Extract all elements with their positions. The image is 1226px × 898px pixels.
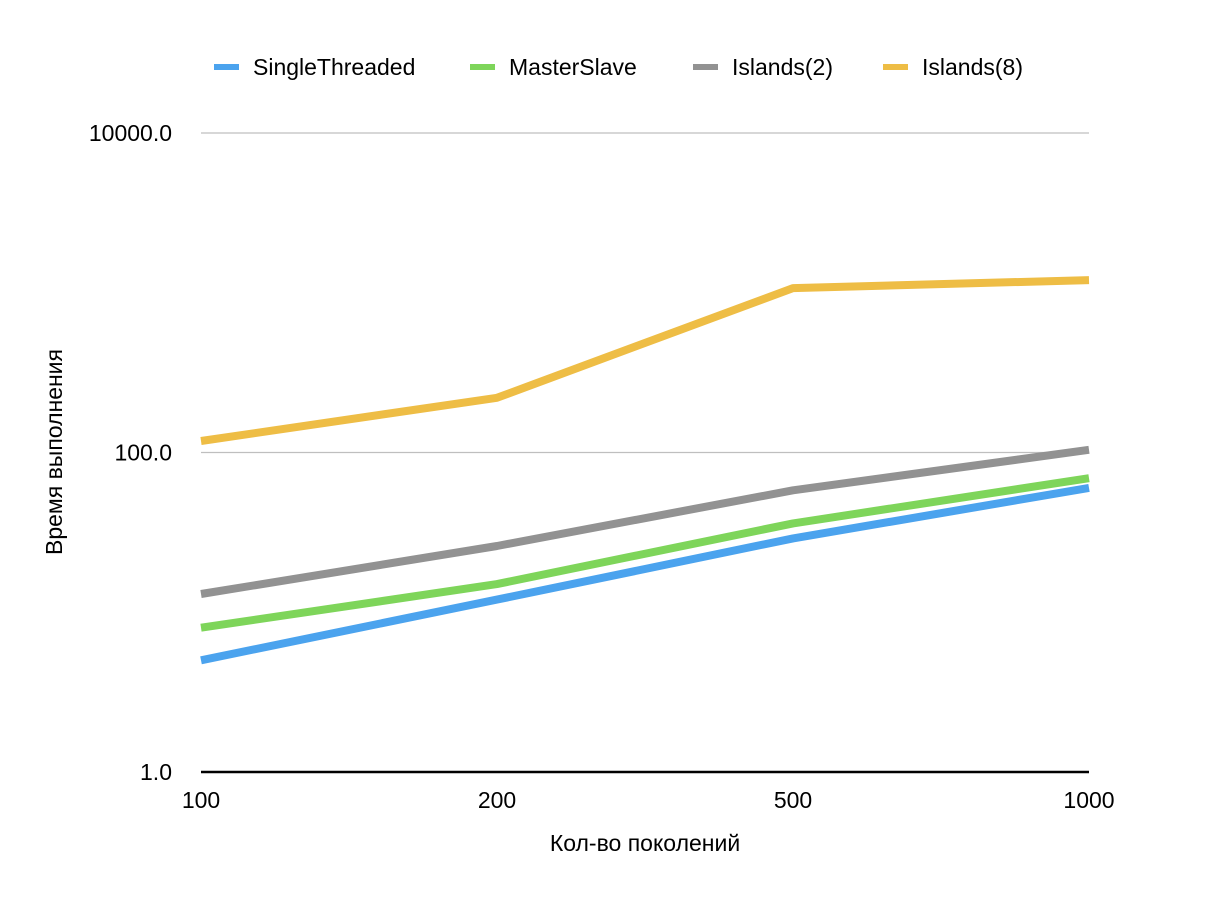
legend-label: Islands(8): [922, 54, 1023, 80]
legend-item-masterslave: MasterSlave: [470, 54, 637, 80]
legend-label: SingleThreaded: [253, 54, 415, 80]
gridlines: [201, 132, 1089, 454]
y-tick-label: 100.0: [114, 440, 172, 466]
x-tick-label: 200: [478, 787, 516, 813]
series-line-singlethreaded: [200, 483, 1090, 665]
legend-item-islands-2: Islands(2): [693, 54, 833, 80]
y-axis-title: Время выполнения: [41, 349, 67, 555]
y-tick-label: 10000.0: [89, 120, 172, 146]
series-line-masterslave: [200, 474, 1090, 632]
series-line-islands-8: [200, 276, 1090, 445]
legend-label: MasterSlave: [509, 54, 637, 80]
series-line-islands-2: [200, 445, 1090, 598]
legend-label: Islands(2): [732, 54, 833, 80]
y-axis-ticks: 1.0 100.0 10000.0: [89, 120, 172, 785]
x-axis-title: Кол-во поколений: [550, 830, 740, 856]
legend-item-islands-8: Islands(8): [883, 54, 1023, 80]
series-layer: [200, 276, 1090, 665]
y-tick-label: 1.0: [140, 759, 172, 785]
x-axis-ticks: 100 200 500 1000: [182, 787, 1115, 813]
x-tick-label: 100: [182, 787, 220, 813]
legend: SingleThreaded MasterSlave Islands(2) Islan…: [214, 54, 1023, 80]
legend-item-singlethreaded: SingleThreaded: [214, 54, 415, 80]
x-tick-label: 1000: [1063, 787, 1114, 813]
x-tick-label: 500: [774, 787, 812, 813]
